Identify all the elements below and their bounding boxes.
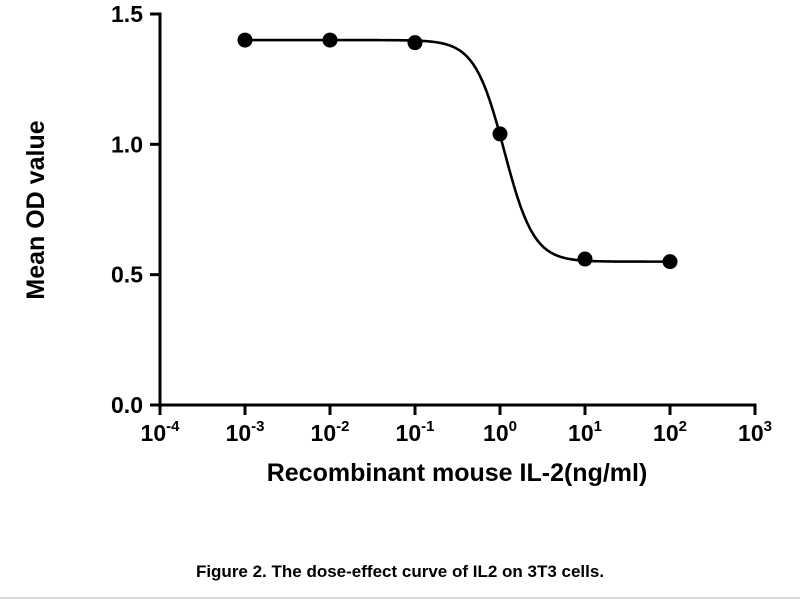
y-tick-label: 0.0 bbox=[111, 392, 143, 418]
x-tick-label: 101 bbox=[568, 418, 602, 446]
data-point bbox=[492, 126, 508, 142]
x-tick-label: 102 bbox=[653, 418, 687, 446]
x-tick-label: 10-4 bbox=[141, 418, 181, 446]
plot-area: 10-4 10-3 10-2 10-1 100 101 102 103 0.0 0.5 1.0 1.5 bbox=[111, 1, 772, 446]
figure-caption: Figure 2. The dose-effect curve of IL2 o… bbox=[195, 562, 605, 581]
x-axis-title: Recombinant mouse IL-2(ng/ml) bbox=[267, 459, 648, 487]
fit-curve bbox=[245, 38, 670, 263]
x-tick-label: 10-2 bbox=[311, 418, 350, 446]
y-tick-label: 1.5 bbox=[111, 1, 143, 27]
x-tick-label: 10-1 bbox=[396, 418, 435, 446]
x-tick-label: 10-3 bbox=[226, 418, 265, 446]
x-tick-label: 100 bbox=[483, 418, 517, 446]
data-point bbox=[407, 35, 423, 51]
x-tick-label: 103 bbox=[738, 418, 772, 446]
y-tick-label: 1.0 bbox=[111, 131, 143, 157]
bottom-divider bbox=[0, 597, 800, 599]
data-point bbox=[322, 32, 338, 48]
data-point bbox=[237, 32, 253, 48]
y-axis-title: Mean OD value bbox=[22, 120, 50, 299]
data-point bbox=[577, 251, 593, 267]
dose-response-chart: 10-4 10-3 10-2 10-1 100 101 102 103 0.0 0.5 1.0 1.5… bbox=[22, 1, 772, 487]
data-point bbox=[662, 254, 678, 270]
y-tick-label: 0.5 bbox=[111, 262, 143, 288]
